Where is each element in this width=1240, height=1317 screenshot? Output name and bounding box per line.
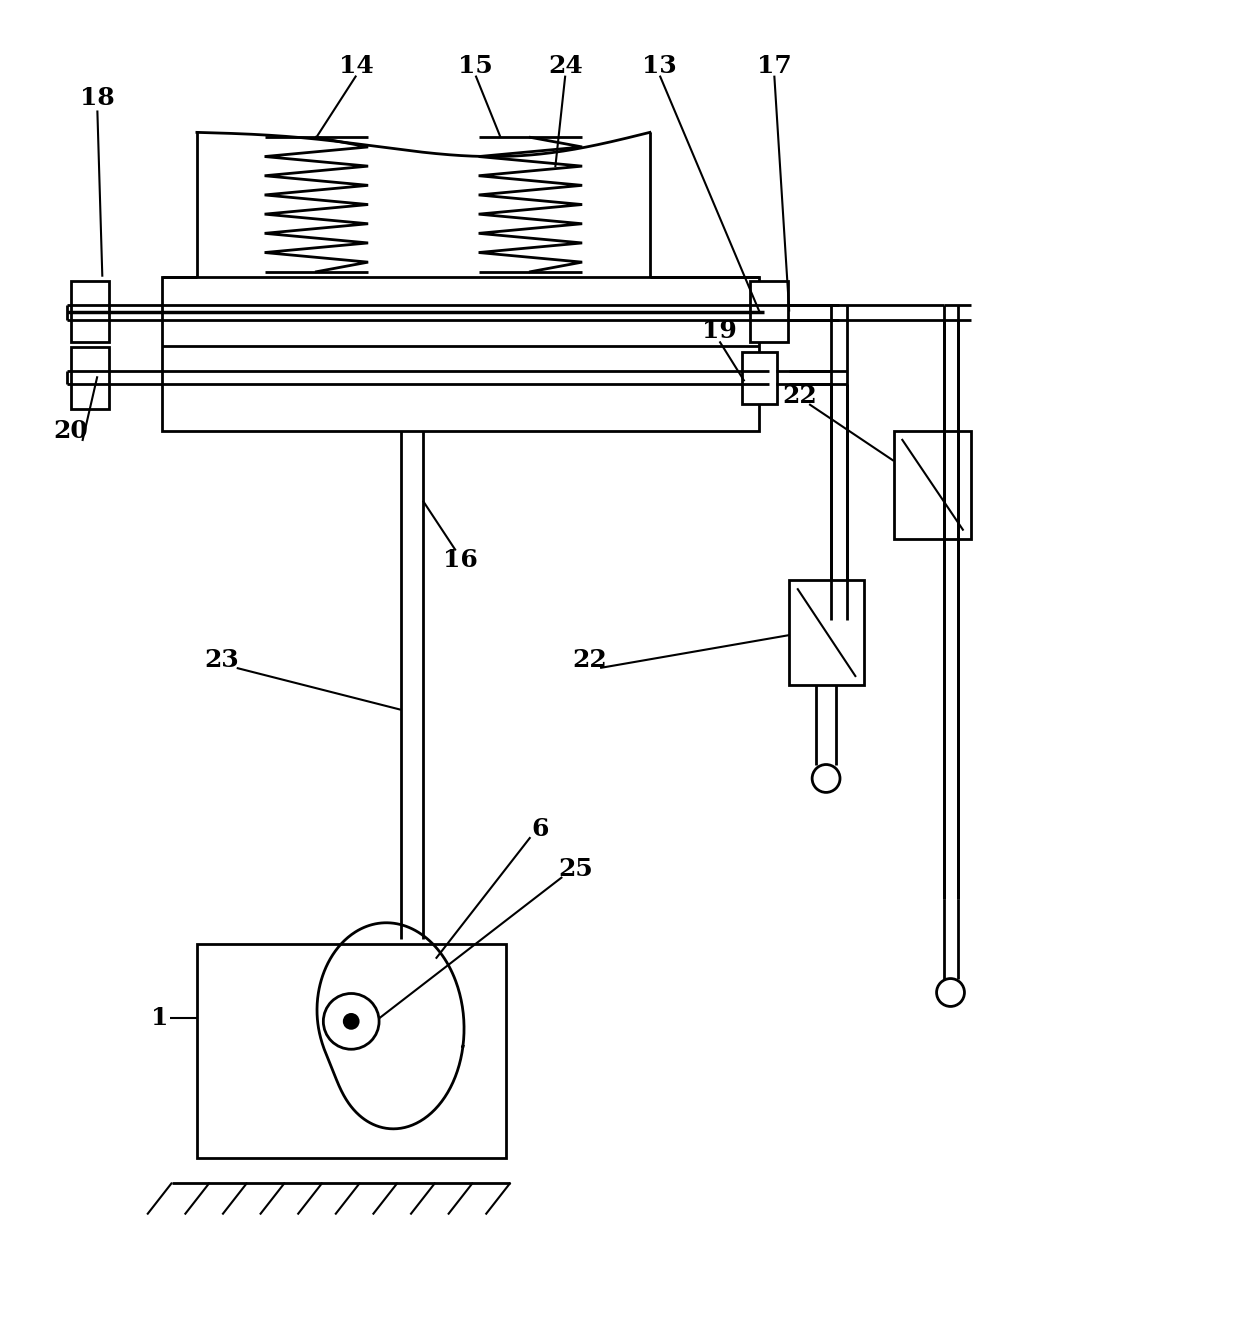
Text: 22: 22 xyxy=(781,385,817,408)
Text: 25: 25 xyxy=(558,857,593,881)
Text: 14: 14 xyxy=(339,54,373,78)
Text: 13: 13 xyxy=(642,54,677,78)
Text: 15: 15 xyxy=(459,54,494,78)
Bar xyxy=(197,944,506,1158)
Text: 1: 1 xyxy=(151,1006,169,1030)
Text: 23: 23 xyxy=(205,648,239,672)
Text: 18: 18 xyxy=(79,86,115,109)
Bar xyxy=(72,281,109,342)
Circle shape xyxy=(936,979,965,1006)
Bar xyxy=(72,348,109,410)
Text: 19: 19 xyxy=(702,320,737,344)
Circle shape xyxy=(324,993,379,1050)
Text: 22: 22 xyxy=(573,648,608,672)
Text: 6: 6 xyxy=(532,818,549,842)
Bar xyxy=(743,353,777,404)
Bar xyxy=(789,581,864,685)
Bar xyxy=(750,281,789,342)
Text: 24: 24 xyxy=(548,54,583,78)
Bar xyxy=(162,277,759,431)
Circle shape xyxy=(345,1014,358,1029)
Text: 20: 20 xyxy=(53,419,88,443)
Text: 17: 17 xyxy=(756,54,791,78)
Text: 16: 16 xyxy=(444,548,479,573)
Circle shape xyxy=(812,765,839,793)
Bar xyxy=(894,431,971,539)
